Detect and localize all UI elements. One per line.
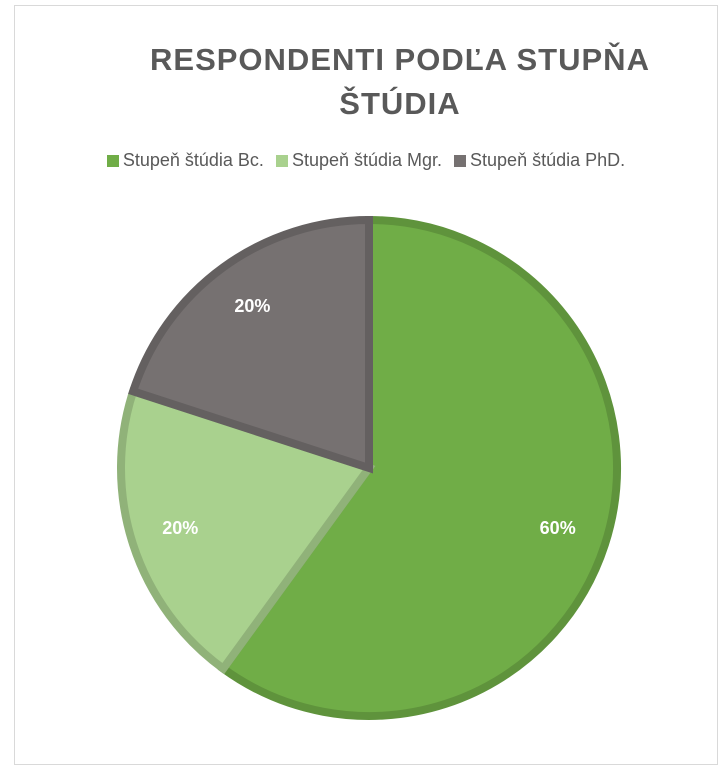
- legend-label: Stupeň štúdia Bc.: [122, 150, 264, 170]
- legend-swatch: [106, 154, 119, 167]
- pie-slice: [117, 386, 376, 675]
- legend-label: Stupeň štúdia PhD.: [470, 150, 626, 170]
- chart: 60% 20% 20%: [117, 215, 621, 720]
- data-label: 60%: [540, 518, 576, 538]
- chart-title: RESPONDENTI PODĽA STUPŇA ŠTÚDIA: [150, 42, 650, 121]
- pie-slice: [217, 215, 621, 720]
- page: {"chart_data": {"type": "pie", "title": …: [14, 5, 718, 765]
- pie-slice: [128, 215, 373, 474]
- legend-item: Stupeň štúdia PhD.: [454, 150, 625, 171]
- legend-item: Stupeň štúdia Mgr.: [275, 150, 443, 171]
- legend-label: Stupeň štúdia Mgr.: [291, 150, 443, 170]
- data-label: 20%: [234, 296, 270, 316]
- legend-item: Stupeň štúdia Bc.: [106, 150, 264, 171]
- legend: Stupeň štúdia Bc. Stupeň štúdia Mgr. Stupe…: [14, 150, 718, 171]
- legend-swatch: [454, 154, 467, 167]
- data-label: 20%: [162, 518, 198, 538]
- legend-swatch: [275, 154, 288, 167]
